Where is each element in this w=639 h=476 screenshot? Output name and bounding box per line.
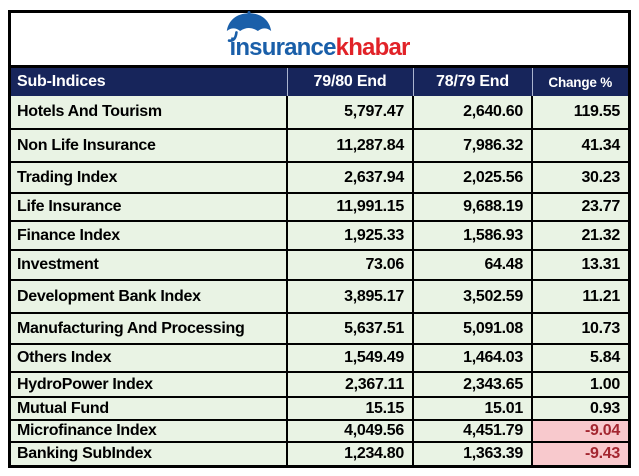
row-7879-value: 2,343.65: [412, 371, 533, 398]
row-change-value: 11.21: [531, 279, 628, 314]
table-row: Hotels And Tourism 5,797.47 2,640.60 119…: [11, 96, 628, 130]
header-sub-indices: Sub-Indices: [17, 73, 106, 90]
row-7879-value: 3,502.59: [412, 279, 533, 314]
header-change-pct: Change %: [531, 68, 628, 96]
table-row: Non Life Insurance 11,287.84 7,986.32 41…: [11, 128, 628, 163]
row-index-name: Investment: [11, 249, 288, 281]
row-index-name: Hotels And Tourism: [11, 96, 288, 130]
table-row: Investment 73.06 64.48 13.31: [11, 249, 628, 281]
row-7980-value: 5,637.51: [286, 312, 414, 345]
row-index-name: Microfinance Index: [11, 419, 288, 443]
sub-indices-table: Sub-Indices 79/80 End 78/79 End Change %…: [11, 68, 628, 465]
table-row: Development Bank Index 3,895.17 3,502.59…: [11, 279, 628, 314]
header-row: Sub-Indices 79/80 End 78/79 End Change %: [11, 68, 628, 96]
row-change-value: 0.93: [531, 396, 628, 421]
table-row: Others Index 1,549.49 1,464.03 5.84: [11, 343, 628, 373]
row-7980-value: 1,549.49: [286, 343, 414, 373]
table-frame: insurancekhabar Sub-Indices 79/80 End 78…: [8, 10, 631, 468]
row-7980-value: 11,287.84: [286, 128, 414, 163]
row-7980-value: 2,367.11: [286, 371, 414, 398]
row-7879-value: 1,363.39: [412, 441, 533, 465]
row-7879-value: 1,586.93: [412, 220, 533, 251]
table-row: Microfinance Index 4,049.56 4,451.79 -9.…: [11, 419, 628, 443]
logo-text: insurancekhabar: [229, 34, 411, 61]
row-7879-value: 5,091.08: [412, 312, 533, 345]
table-row: Finance Index 1,925.33 1,586.93 21.32: [11, 220, 628, 251]
row-7879-value: 2,640.60: [412, 96, 533, 130]
row-7980-value: 1,925.33: [286, 220, 414, 251]
row-index-name: Life Insurance: [11, 192, 288, 222]
row-7879-value: 15.01: [412, 396, 533, 421]
row-7980-value: 5,797.47: [286, 96, 414, 130]
logo-word-khabar: khabar: [335, 34, 411, 61]
header-7980-end: 79/80 End: [286, 68, 413, 96]
table-row: Mutual Fund 15.15 15.01 0.93: [11, 396, 628, 421]
row-index-name: Banking SubIndex: [11, 441, 288, 465]
row-change-value: 13.31: [531, 249, 628, 281]
row-index-name: Finance Index: [11, 220, 288, 251]
logo-band: insurancekhabar: [11, 11, 628, 68]
row-7980-value: 3,895.17: [286, 279, 414, 314]
row-7879-value: 7,986.32: [412, 128, 533, 163]
header-7879-end: 78/79 End: [412, 68, 532, 96]
row-index-name: Development Bank Index: [11, 279, 288, 314]
row-index-name: HydroPower Index: [11, 371, 288, 398]
indices-table-body: Hotels And Tourism 5,797.47 2,640.60 119…: [11, 96, 628, 465]
table-row: Life Insurance 11,991.15 9,688.19 23.77: [11, 192, 628, 222]
table-row: Manufacturing And Processing 5,637.51 5,…: [11, 312, 628, 345]
row-index-name: Others Index: [11, 343, 288, 373]
brand-logo: insurancekhabar: [227, 11, 411, 61]
umbrella-icon: [227, 11, 272, 42]
row-change-value: 10.73: [531, 312, 628, 345]
row-change-value: 1.00: [531, 371, 628, 398]
logo-word-insurance: insurance: [229, 34, 336, 61]
row-change-value: 30.23: [531, 161, 628, 194]
row-7879-value: 2,025.56: [412, 161, 533, 194]
row-7980-value: 73.06: [286, 249, 414, 281]
table-row: HydroPower Index 2,367.11 2,343.65 1.00: [11, 371, 628, 398]
table-row: Trading Index 2,637.94 2,025.56 30.23: [11, 161, 628, 194]
row-change-value: 21.32: [531, 220, 628, 251]
row-change-value: 119.55: [531, 96, 628, 130]
row-index-name: Trading Index: [11, 161, 288, 194]
row-7879-value: 9,688.19: [412, 192, 533, 222]
row-7980-value: 1,234.80: [286, 441, 414, 465]
row-change-value: 5.84: [531, 343, 628, 373]
row-7980-value: 2,637.94: [286, 161, 414, 194]
row-change-value: 41.34: [531, 128, 628, 163]
row-index-name: Non Life Insurance: [11, 128, 288, 163]
row-change-value: 23.77: [531, 192, 628, 222]
row-change-value: -9.43: [531, 441, 628, 465]
row-index-name: Mutual Fund: [11, 396, 288, 421]
row-7980-value: 15.15: [286, 396, 414, 421]
row-7879-value: 64.48: [412, 249, 533, 281]
table-row: Banking SubIndex 1,234.80 1,363.39 -9.43: [11, 441, 628, 465]
row-change-value: -9.04: [531, 419, 628, 443]
row-7879-value: 1,464.03: [412, 343, 533, 373]
row-index-name: Manufacturing And Processing: [11, 312, 288, 345]
row-7879-value: 4,451.79: [412, 419, 533, 443]
row-7980-value: 11,991.15: [286, 192, 414, 222]
row-7980-value: 4,049.56: [286, 419, 414, 443]
